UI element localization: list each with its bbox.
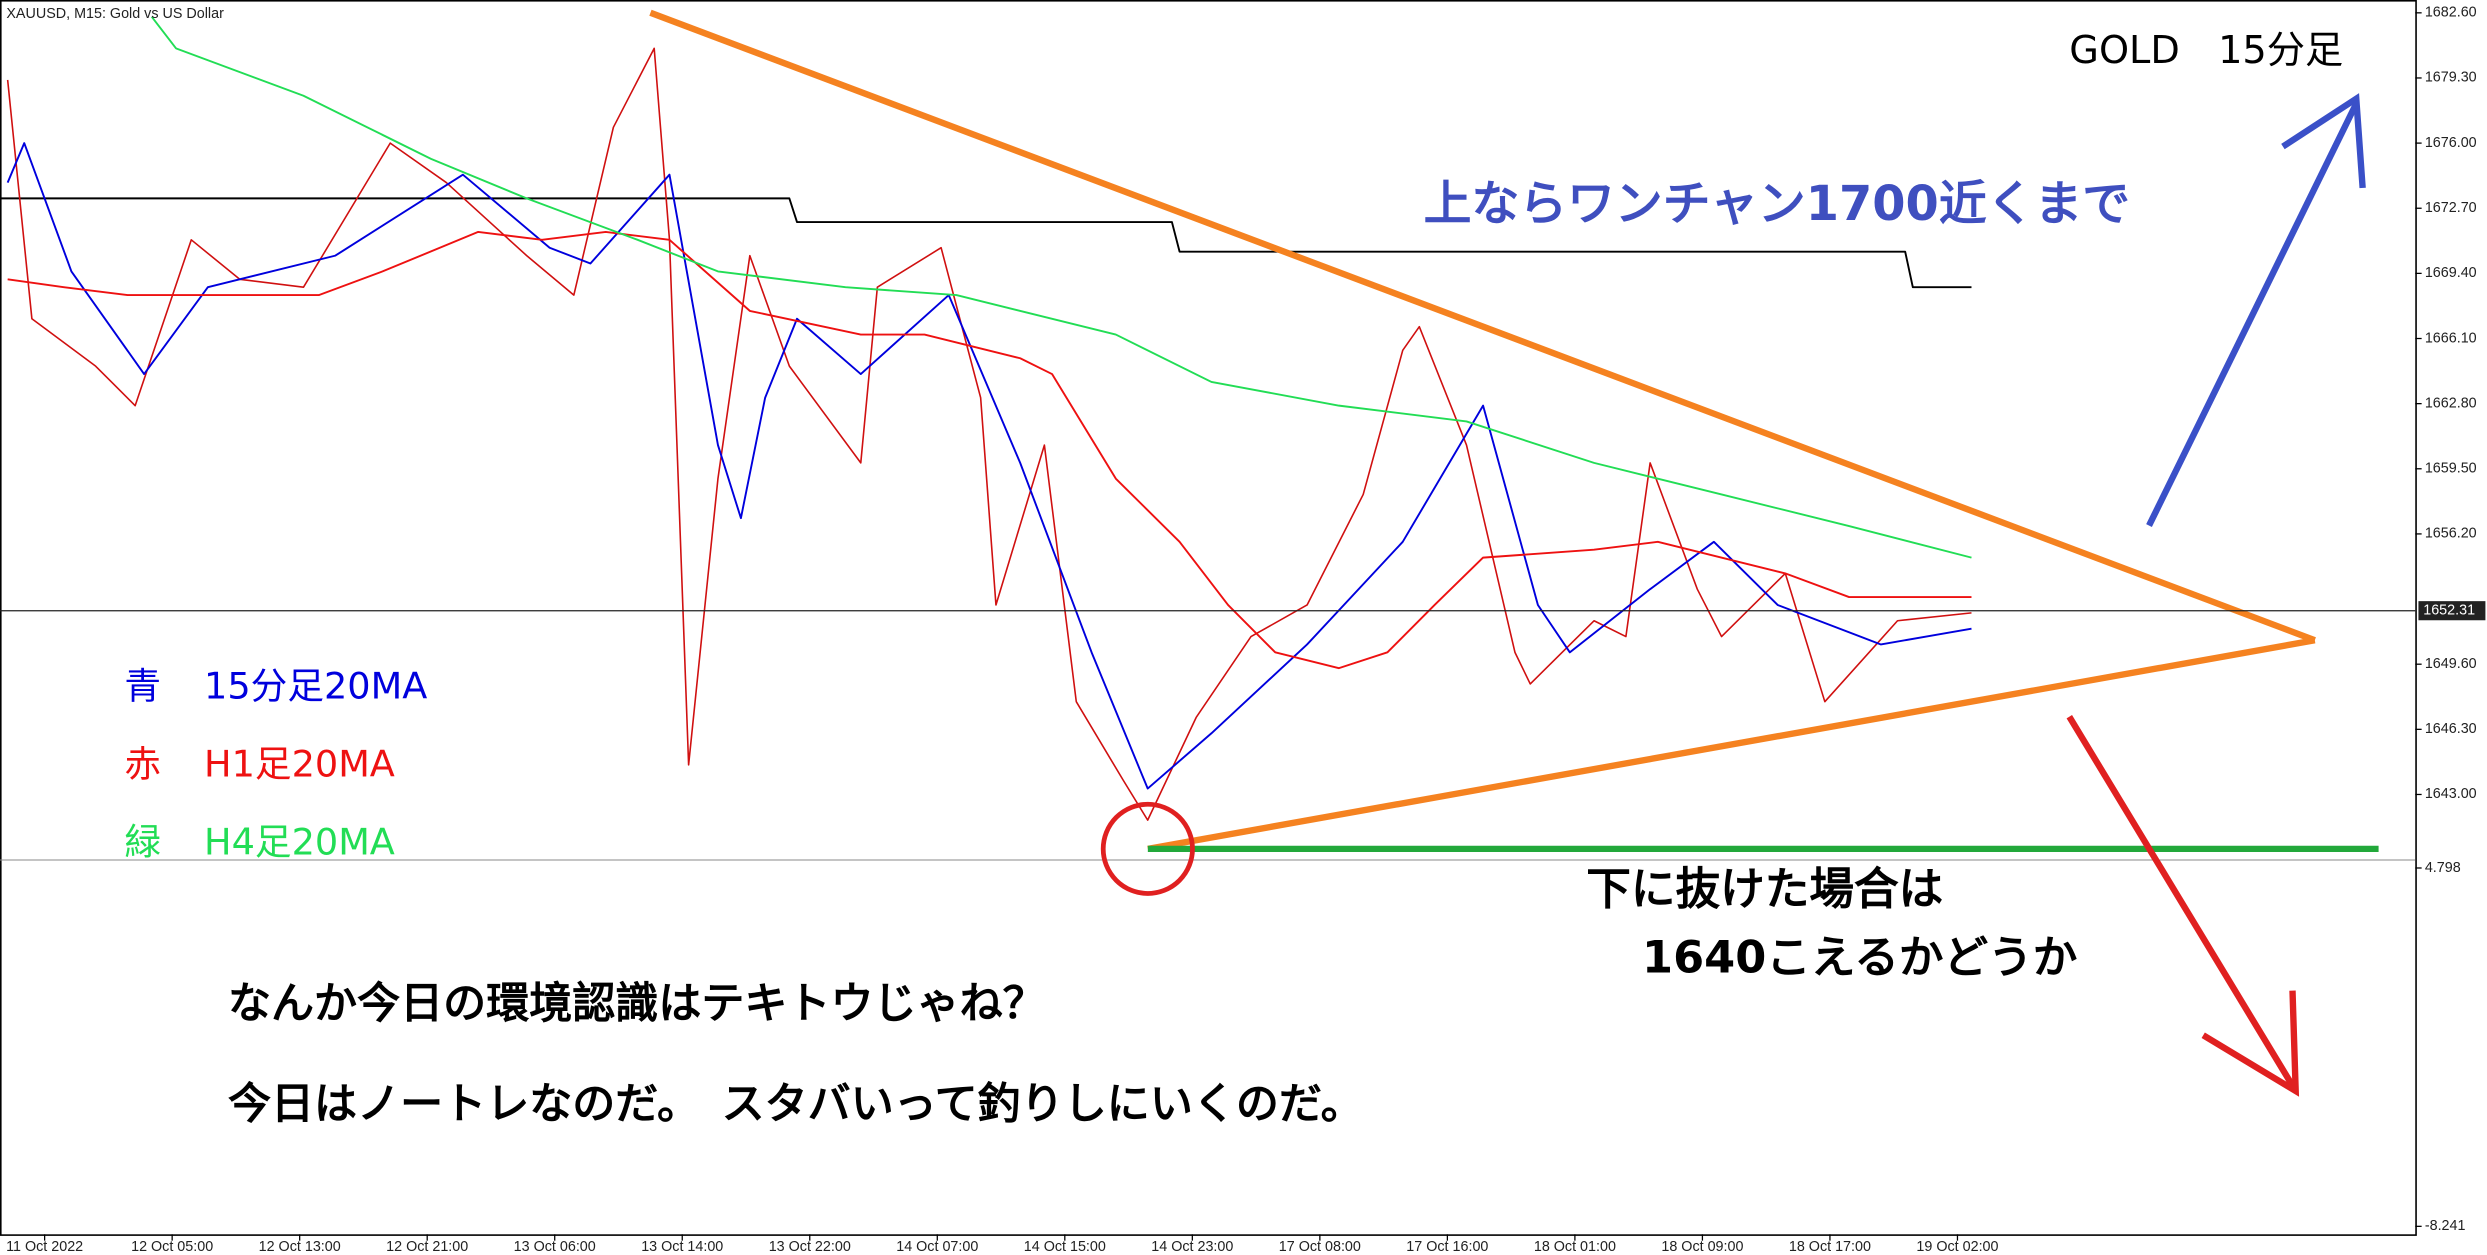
legend-label: H1足20MA [204,743,395,786]
x-tick-label: 18 Oct 17:00 [1789,1239,1871,1255]
ma-line [150,16,1972,559]
y-tick-label: 1646.30 [2425,721,2477,737]
annotation: なんか今日の環境認識はテキトウじゃね？ [228,979,1046,1029]
upper-trendline [649,9,2316,644]
y-tick-label: 1676.00 [2425,135,2477,151]
current-price-label: 1652.31 [2423,602,2475,618]
legend-label: H4足20MA [204,821,395,864]
lower-trendline [1147,637,2316,853]
y-tick-label: 1656.20 [2425,526,2477,542]
legend-key: 赤 [124,743,161,786]
annotation: 今日はノートレなのだ。 スタバいって釣りしにいくのだ。 [228,1079,1364,1129]
x-tick-label: 18 Oct 09:00 [1661,1239,1743,1255]
plot-frame [0,0,2417,1236]
price-line [6,47,1972,821]
y-tick-label: 1672.70 [2425,200,2477,216]
x-tick-label: 12 Oct 21:00 [386,1239,468,1255]
y-tick-label: 1679.30 [2425,70,2477,86]
y-tick-label: 1666.10 [2425,330,2477,346]
x-tick-label: 14 Oct 23:00 [1151,1239,1233,1255]
x-tick-label: 17 Oct 16:00 [1406,1239,1488,1255]
x-tick-label: 17 Oct 08:00 [1279,1239,1361,1255]
legend-key: 青 [124,665,161,708]
marks [0,16,1972,821]
y-tick-label: 1659.50 [2425,461,2477,477]
x-tick-label: 12 Oct 05:00 [131,1239,213,1255]
x-tick-label: 18 Oct 01:00 [1534,1239,1616,1255]
x-tick-label: 13 Oct 14:00 [641,1239,723,1255]
x-tick-label: 14 Oct 07:00 [896,1239,978,1255]
ma-line [7,230,1972,670]
y-tick-label: 1649.60 [2425,656,2477,672]
x-tick-label: 13 Oct 22:00 [769,1239,851,1255]
low-circle [1100,801,1195,896]
x-tick-label: 11 Oct 2022 [6,1239,83,1255]
x-tick-label: 13 Oct 06:00 [514,1239,596,1255]
x-tick-label: 12 Oct 13:00 [259,1239,341,1255]
y-tick-label: 1662.80 [2425,395,2477,411]
current-price-box [2418,601,2486,621]
y2-tick-label: -8.241 [2425,1218,2466,1234]
up-arrow [2146,93,2366,527]
daily-ma-line [0,197,1972,289]
down-arrow [2066,715,2300,1097]
chart-header: XAUUSD, M15: Gold vs US Dollar [6,6,224,22]
chart-title: GOLD 15分足 [2069,29,2343,73]
annotation: 上ならワンチャン1700近くまで [1424,177,2130,232]
y-tick-label: 1669.40 [2425,265,2477,281]
legend-label: 15分足20MA [204,665,427,708]
y2-tick-label: 4.798 [2425,860,2461,876]
y-tick-label: 1643.00 [2425,786,2477,802]
annotation: 下に抜けた場合は [1586,863,1943,915]
x-tick-label: 14 Oct 15:00 [1024,1239,1106,1255]
x-tick-label: 19 Oct 02:00 [1916,1239,1998,1255]
annotation: 1640こえるかどうか [1642,931,2077,983]
y-tick-label: 1682.60 [2425,5,2477,21]
legend-key: 緑 [124,821,161,864]
